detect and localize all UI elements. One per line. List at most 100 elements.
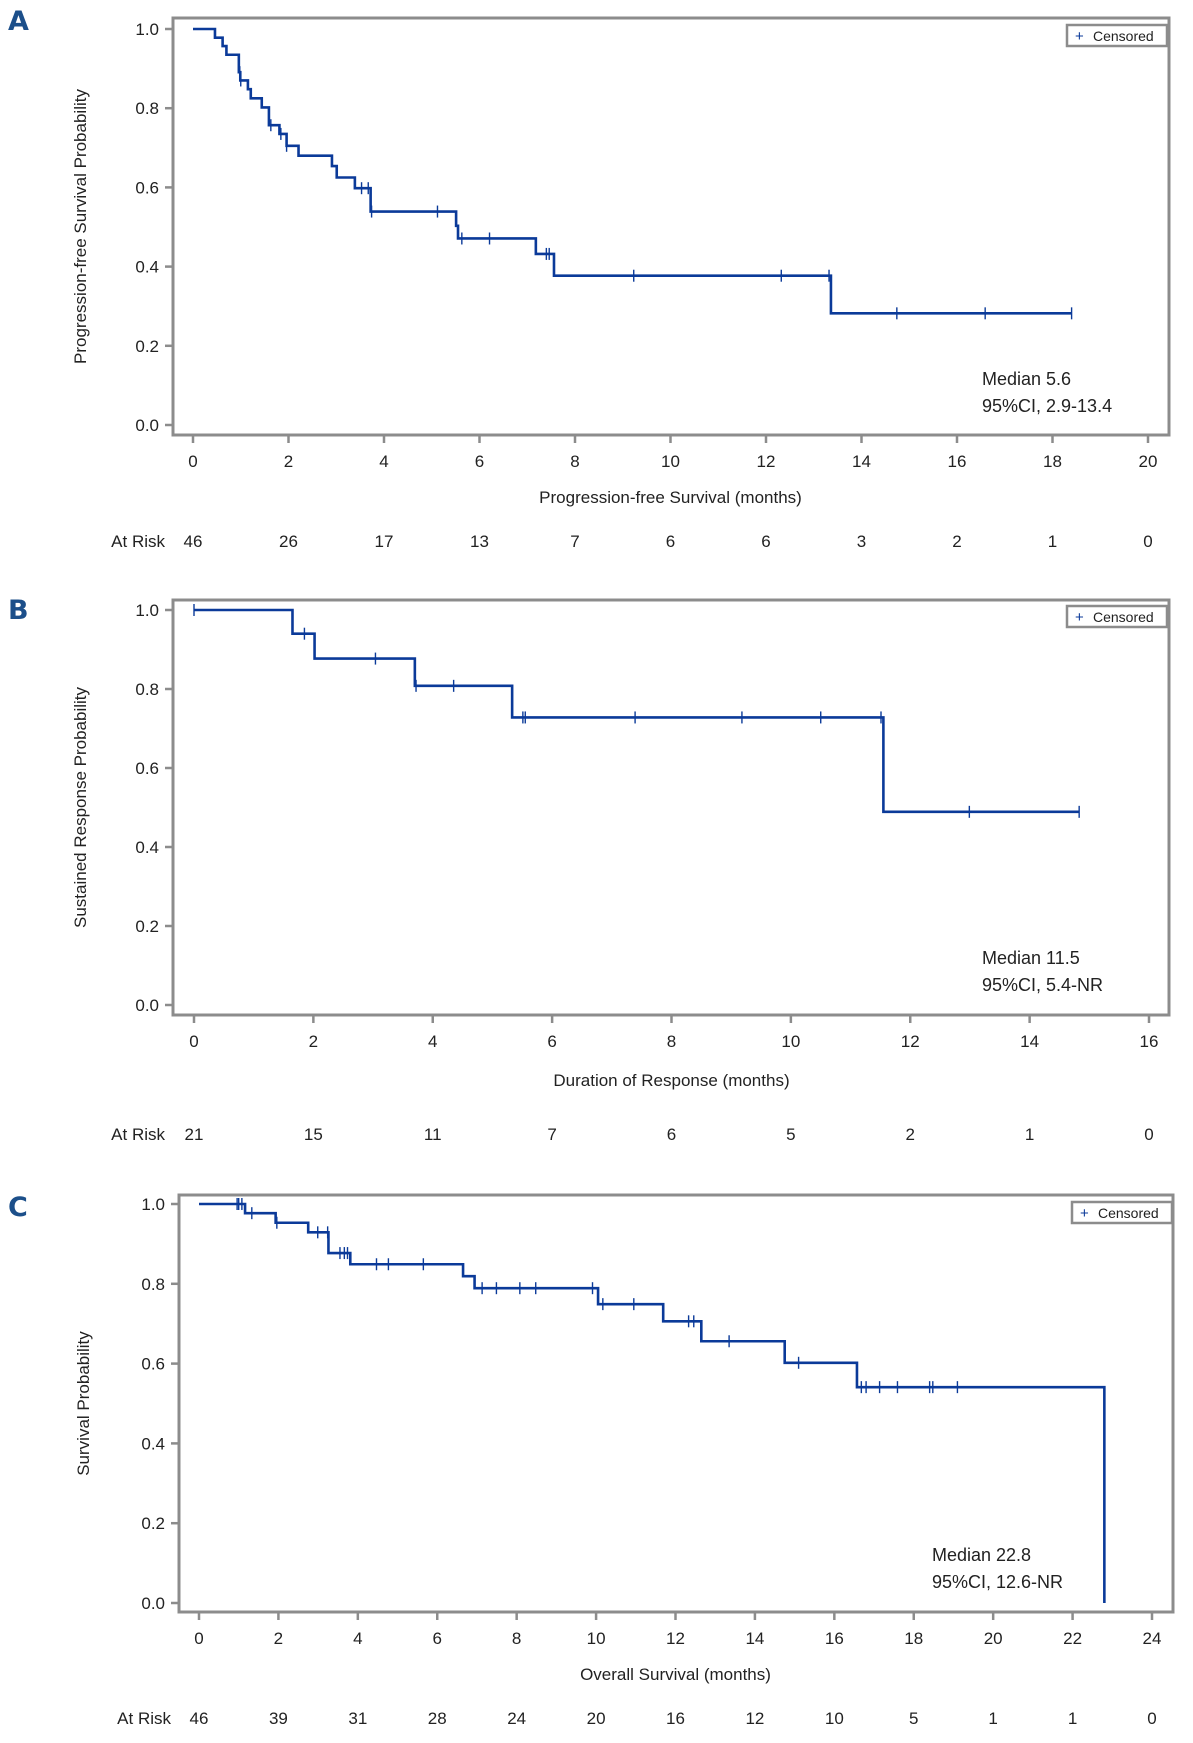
panel-label: A xyxy=(8,6,29,37)
at-risk-count: 39 xyxy=(269,1709,288,1728)
panel-label: B xyxy=(8,595,29,626)
at-risk-count: 46 xyxy=(184,532,203,551)
legend: + Censored xyxy=(1065,23,1169,48)
survival-curve xyxy=(194,608,1080,814)
median-annotation: Median 5.6 xyxy=(982,369,1071,389)
x-tick-label: 16 xyxy=(948,452,967,471)
y-tick-label: 0.4 xyxy=(135,258,159,277)
x-tick-label: 6 xyxy=(475,452,484,471)
censored-plus-icon: + xyxy=(1080,1205,1089,1222)
y-tick-label: 1.0 xyxy=(135,601,159,620)
median-annotation: Median 22.8 xyxy=(932,1545,1031,1565)
survival-curve xyxy=(199,1202,1106,1603)
x-tick-label: 6 xyxy=(433,1629,442,1648)
y-tick-label: 1.0 xyxy=(135,20,159,39)
at-risk-count: 20 xyxy=(587,1709,606,1728)
x-tick-label: 2 xyxy=(284,452,293,471)
at-risk-count: 11 xyxy=(424,1125,442,1144)
at-risk-count: 13 xyxy=(470,532,489,551)
x-tick-label: 4 xyxy=(428,1032,437,1051)
at-risk-count: 0 xyxy=(1147,1709,1156,1728)
ci-annotation: 95%CI, 12.6-NR xyxy=(932,1572,1063,1592)
y-tick-label: 0.2 xyxy=(135,917,159,936)
legend: + Censored xyxy=(1070,1200,1174,1225)
x-tick-label: 16 xyxy=(825,1629,844,1648)
panel-label: C xyxy=(8,1192,28,1223)
x-tick-label: 2 xyxy=(309,1032,318,1051)
at-risk-count: 31 xyxy=(348,1709,367,1728)
x-tick-label: 14 xyxy=(1020,1032,1039,1051)
y-tick-label: 0.8 xyxy=(141,1275,165,1294)
at-risk-count: 7 xyxy=(547,1125,556,1144)
x-tick-label: 4 xyxy=(379,452,388,471)
at-risk-count: 6 xyxy=(667,1125,676,1144)
at-risk-count: 15 xyxy=(304,1125,323,1144)
at-risk-label: At Risk xyxy=(117,1709,171,1728)
y-tick-label: 0.0 xyxy=(135,416,159,435)
x-tick-label: 0 xyxy=(194,1629,203,1648)
y-tick-label: 0.6 xyxy=(141,1355,165,1374)
x-axis-title: Overall Survival (months) xyxy=(580,1665,771,1684)
y-axis-title: Progression-free Survival Probability xyxy=(71,89,90,364)
legend-label: Censored xyxy=(1098,1205,1159,1221)
legend-label: Censored xyxy=(1093,609,1154,625)
x-tick-label: 18 xyxy=(1043,452,1062,471)
x-tick-label: 12 xyxy=(757,452,776,471)
ci-annotation: 95%CI, 5.4-NR xyxy=(982,975,1103,995)
x-tick-label: 20 xyxy=(984,1629,1003,1648)
x-tick-label: 0 xyxy=(189,1032,198,1051)
y-tick-label: 0.8 xyxy=(135,99,159,118)
at-risk-count: 1 xyxy=(988,1709,997,1728)
y-tick-label: 0.6 xyxy=(135,759,159,778)
y-tick-label: 0.4 xyxy=(135,838,159,857)
x-tick-label: 10 xyxy=(587,1629,606,1648)
at-risk-count: 1 xyxy=(1048,532,1057,551)
at-risk-count: 26 xyxy=(279,532,298,551)
y-tick-label: 0.0 xyxy=(135,996,159,1015)
at-risk-count: 0 xyxy=(1144,1125,1153,1144)
at-risk-count: 2 xyxy=(906,1125,915,1144)
x-tick-label: 8 xyxy=(512,1629,521,1648)
x-axis-title: Progression-free Survival (months) xyxy=(539,488,802,507)
at-risk-label: At Risk xyxy=(111,1125,165,1144)
at-risk-count: 5 xyxy=(909,1709,918,1728)
panel-a-pfs: A0.00.20.40.60.81.00 2 4 6 8 10 12 14 16 18 20Prog… xyxy=(8,6,1171,551)
x-tick-label: 10 xyxy=(781,1032,800,1051)
censored-plus-icon: + xyxy=(1075,609,1084,626)
x-tick-label: 10 xyxy=(661,452,680,471)
x-tick-label: 22 xyxy=(1063,1629,1082,1648)
at-risk-count: 6 xyxy=(761,532,770,551)
x-axis-title: Duration of Response (months) xyxy=(553,1071,789,1090)
panel-c-overall-survival: C0.00.20.40.60.81.00 2 4 6 8 10 12 14 16 18 20 22 24… xyxy=(8,1192,1175,1728)
at-risk-count: 10 xyxy=(825,1709,844,1728)
y-tick-label: 0.6 xyxy=(135,178,159,197)
x-tick-label: 0 xyxy=(188,452,197,471)
legend: + Censored xyxy=(1065,604,1169,629)
x-tick-label: 6 xyxy=(547,1032,556,1051)
y-tick-label: 1.0 xyxy=(141,1195,165,1214)
x-tick-label: 4 xyxy=(353,1629,362,1648)
y-tick-label: 0.2 xyxy=(141,1514,165,1533)
x-tick-label: 12 xyxy=(901,1032,920,1051)
x-tick-label: 8 xyxy=(667,1032,676,1051)
at-risk-count: 0 xyxy=(1143,532,1152,551)
y-axis-title: Sustained Response Probability xyxy=(71,687,90,928)
ci-annotation: 95%CI, 2.9-13.4 xyxy=(982,396,1112,416)
at-risk-count: 17 xyxy=(375,532,394,551)
legend-box xyxy=(1070,1200,1174,1225)
x-tick-label: 8 xyxy=(570,452,579,471)
x-tick-label: 14 xyxy=(745,1629,764,1648)
at-risk-count: 6 xyxy=(666,532,675,551)
x-tick-label: 2 xyxy=(274,1629,283,1648)
y-tick-label: 0.2 xyxy=(135,337,159,356)
at-risk-count: 46 xyxy=(190,1709,209,1728)
y-tick-label: 0.8 xyxy=(135,680,159,699)
legend-box xyxy=(1065,23,1169,48)
x-tick-label: 18 xyxy=(904,1629,923,1648)
y-axis-title: Survival Probability xyxy=(74,1331,93,1476)
at-risk-count: 12 xyxy=(745,1709,764,1728)
legend-label: Censored xyxy=(1093,28,1154,44)
at-risk-count: 7 xyxy=(570,532,579,551)
median-annotation: Median 11.5 xyxy=(982,948,1080,968)
